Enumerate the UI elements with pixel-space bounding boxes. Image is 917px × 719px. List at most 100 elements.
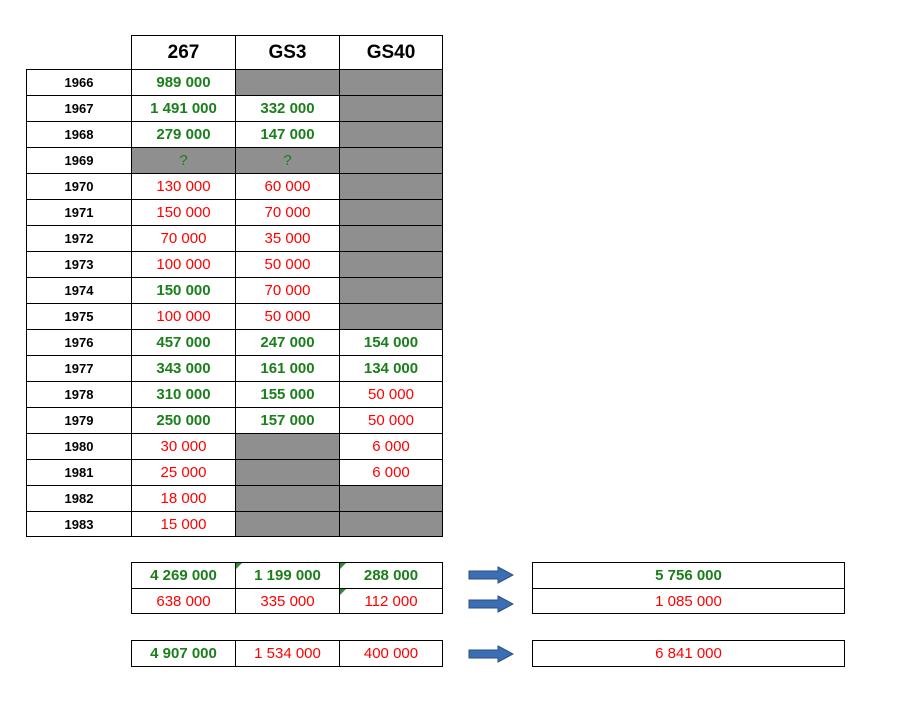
table-cell (339, 199, 443, 225)
table-cell: 100 000 (131, 251, 235, 277)
year-label: 1981 (64, 465, 94, 480)
comment-flag-icon (340, 589, 346, 595)
year-label: 1966 (64, 75, 94, 90)
table-cell: 150 000 (131, 277, 235, 303)
cell-value: 155 000 (260, 386, 315, 403)
cell-value: 25 000 (160, 464, 207, 481)
year-label: 1971 (64, 205, 94, 220)
cell-value: 50 000 (368, 386, 414, 403)
table-cell: 310 000 (131, 381, 235, 407)
cell-value: 150 000 (156, 282, 211, 299)
year-label: 1982 (64, 491, 94, 506)
table-cell (339, 277, 443, 303)
table-cell: 50 000 (235, 303, 339, 329)
cell-value: ? (179, 152, 188, 169)
year-label: 1972 (64, 231, 94, 246)
year-label: 1977 (64, 361, 94, 376)
table-cell: 100 000 (131, 303, 235, 329)
year-cell: 1966 (26, 69, 131, 95)
year-label: 1983 (64, 516, 94, 532)
arrow-right-icon (468, 566, 514, 584)
subtotal-cell: 1 199 000 (235, 562, 339, 588)
cell-value: 147 000 (260, 126, 315, 143)
table-cell: 1 491 000 (131, 95, 235, 121)
subtotal-cell: 638 000 (131, 588, 235, 614)
table-cell: 15 000 (131, 511, 235, 537)
cell-value: 332 000 (260, 100, 315, 117)
year-label: 1980 (64, 439, 94, 454)
total-value: 400 000 (363, 645, 419, 662)
table-cell: 457 000 (131, 329, 235, 355)
year-cell: 1972 (26, 225, 131, 251)
table-cell (235, 459, 339, 485)
subtotal-value: 4 269 000 (150, 567, 217, 584)
comment-flag-icon (340, 563, 346, 569)
cell-value: 157 000 (260, 412, 315, 429)
year-cell: 1970 (26, 173, 131, 199)
table-cell: 30 000 (131, 433, 235, 459)
cell-value: 279 000 (156, 126, 211, 143)
table-cell: 157 000 (235, 407, 339, 433)
table-cell: 50 000 (339, 381, 443, 407)
table-cell: ? (235, 147, 339, 173)
table-cell: 150 000 (131, 199, 235, 225)
total-value: 1 534 000 (254, 645, 321, 662)
table-cell (339, 225, 443, 251)
cell-value: 50 000 (264, 256, 311, 273)
year-cell: 1983 (26, 511, 131, 537)
table-cell: 155 000 (235, 381, 339, 407)
cell-value: 6 000 (372, 464, 410, 481)
cell-value: 343 000 (156, 360, 211, 377)
table-cell: 50 000 (235, 251, 339, 277)
year-label: 1976 (64, 335, 94, 350)
table-cell: 250 000 (131, 407, 235, 433)
subtotal-value: 112 000 (364, 592, 418, 610)
table-cell (235, 511, 339, 537)
cell-value: 989 000 (156, 74, 211, 91)
cell-value: ? (283, 152, 292, 169)
cell-value: 70 000 (264, 204, 311, 221)
cell-value: 15 000 (160, 515, 207, 533)
table-cell (339, 485, 443, 511)
table-cell (339, 95, 443, 121)
year-cell: 1979 (26, 407, 131, 433)
subtotal-value: 638 000 (156, 592, 211, 610)
year-label: 1975 (64, 309, 94, 324)
subtotal-value: 288 000 (363, 567, 419, 584)
year-cell: 1969 (26, 147, 131, 173)
table-cell (235, 433, 339, 459)
table-cell (339, 147, 443, 173)
year-label: 1978 (64, 387, 94, 402)
cell-value: 100 000 (156, 308, 211, 325)
cell-value: 130 000 (156, 178, 211, 195)
table-cell: 279 000 (131, 121, 235, 147)
year-label: 1970 (64, 179, 94, 194)
cell-value: 100 000 (156, 256, 211, 273)
table-cell: 161 000 (235, 355, 339, 381)
red-total-cell: 1 085 000 (532, 588, 845, 614)
cell-value: 50 000 (264, 308, 311, 325)
table-cell (339, 251, 443, 277)
subtotal-cell: 335 000 (235, 588, 339, 614)
year-label: 1967 (64, 101, 94, 116)
table-cell (339, 121, 443, 147)
table-cell (235, 69, 339, 95)
table-cell (339, 173, 443, 199)
year-cell: 1980 (26, 433, 131, 459)
table-cell (339, 511, 443, 537)
year-label: 1969 (64, 153, 94, 168)
table-cell: ? (131, 147, 235, 173)
arrow-right-icon (468, 645, 514, 663)
year-cell: 1977 (26, 355, 131, 381)
year-cell: 1974 (26, 277, 131, 303)
table-cell (339, 69, 443, 95)
table-cell: 134 000 (339, 355, 443, 381)
subtotal-cell: 288 000 (339, 562, 443, 588)
total-value: 4 907 000 (150, 645, 217, 662)
cell-value: 134 000 (363, 360, 419, 377)
total-cell: 4 907 000 (131, 640, 235, 667)
cell-value: 70 000 (160, 230, 207, 247)
year-label: 1968 (64, 127, 94, 142)
table-cell: 154 000 (339, 329, 443, 355)
total-cell: 400 000 (339, 640, 443, 667)
